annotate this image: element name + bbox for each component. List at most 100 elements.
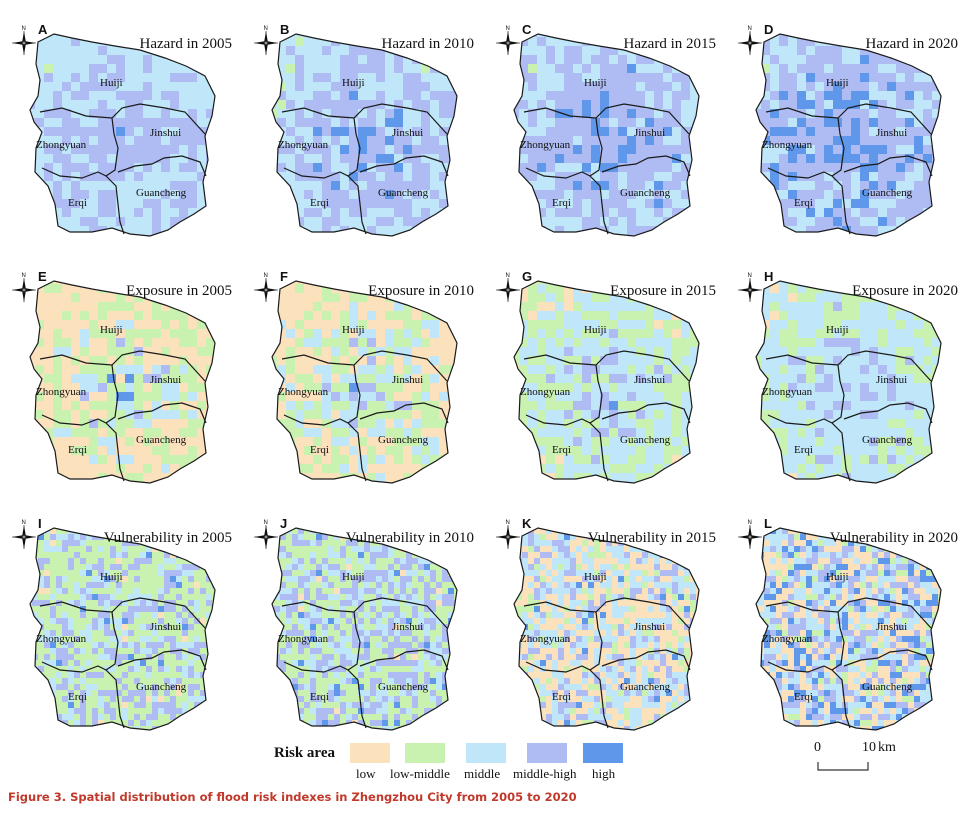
north-arrow-icon: N [738, 520, 762, 549]
map-panel-k: Huiji Jinshui Zhongyuan Guancheng Erqi N K Vuln… [484, 494, 726, 734]
district-label-guancheng: Guancheng [862, 434, 913, 446]
scale-bar-line [817, 762, 869, 771]
district-map: Huiji Jinshui Zhongyuan Guancheng Erqi [513, 527, 700, 731]
district-label-jinshui: Jinshui [634, 127, 665, 139]
north-label: N [748, 520, 752, 526]
map-panel-f: Huiji Jinshui Zhongyuan Guancheng Erqi N F Expo… [242, 247, 484, 487]
district-label-erqi: Erqi [552, 197, 571, 209]
district-label-zhongyuan: Zhongyuan [278, 633, 329, 645]
legend-swatch-low-middle [405, 743, 445, 763]
north-label: N [22, 26, 26, 32]
north-label: N [22, 520, 26, 526]
district-label-zhongyuan: Zhongyuan [520, 139, 571, 151]
panel-letter: C [522, 22, 532, 37]
legend-title: Risk area [274, 745, 335, 761]
district-label-zhongyuan: Zhongyuan [36, 139, 87, 151]
district-label-huiji: Huiji [342, 571, 365, 583]
district-label-guancheng: Guancheng [862, 187, 913, 199]
north-label: N [506, 520, 510, 526]
north-label: N [506, 26, 510, 32]
legend-swatch-low [350, 743, 390, 763]
district-label-huiji: Huiji [826, 571, 849, 583]
map-panel-e: Huiji Jinshui Zhongyuan Guancheng Erqi N E Expo… [0, 247, 242, 487]
district-label-guancheng: Guancheng [136, 187, 187, 199]
district-label-jinshui: Jinshui [876, 621, 907, 633]
map-panel-l: Huiji Jinshui Zhongyuan Guancheng Erqi N L Vuln… [726, 494, 968, 734]
panel-title: Hazard in 2020 [865, 36, 958, 52]
scale-bar-end: 10 [862, 740, 876, 755]
district-label-huiji: Huiji [584, 571, 607, 583]
district-label-jinshui: Jinshui [876, 127, 907, 139]
north-arrow-icon: N [738, 26, 762, 55]
district-map: Huiji Jinshui Zhongyuan Guancheng Erqi [755, 527, 942, 731]
district-label-zhongyuan: Zhongyuan [278, 386, 329, 398]
map-grid: Huiji Jinshui Zhongyuan Guancheng Erqi N A Haza… [0, 0, 968, 734]
panel-title: Exposure in 2020 [852, 283, 958, 299]
scale-bar-unit: km [878, 740, 896, 755]
panel-letter: I [38, 516, 42, 531]
map-panel-g: Huiji Jinshui Zhongyuan Guancheng Erqi N G Expo… [484, 247, 726, 487]
legend-swatch-high [583, 743, 623, 763]
district-label-erqi: Erqi [310, 197, 329, 209]
legend-label-middle: middle [464, 766, 501, 781]
north-arrow-icon: N [496, 26, 520, 55]
district-label-guancheng: Guancheng [862, 681, 913, 693]
panel-letter: H [764, 269, 774, 284]
district-label-guancheng: Guancheng [378, 187, 429, 199]
north-arrow-icon: N [496, 273, 520, 302]
district-map: Huiji Jinshui Zhongyuan Guancheng Erqi [271, 33, 458, 237]
panel-title: Exposure in 2005 [126, 283, 232, 299]
district-label-guancheng: Guancheng [378, 681, 429, 693]
district-label-zhongyuan: Zhongyuan [520, 633, 571, 645]
panel-title: Exposure in 2015 [610, 283, 716, 299]
district-label-jinshui: Jinshui [392, 621, 423, 633]
district-label-zhongyuan: Zhongyuan [762, 386, 813, 398]
district-label-guancheng: Guancheng [378, 434, 429, 446]
panel-letter: D [764, 22, 774, 37]
district-label-guancheng: Guancheng [136, 681, 187, 693]
north-arrow-icon: N [12, 273, 36, 302]
district-label-huiji: Huiji [826, 324, 849, 336]
district-label-huiji: Huiji [100, 324, 123, 336]
panel-letter: K [522, 516, 532, 531]
district-label-huiji: Huiji [584, 77, 607, 89]
district-map: Huiji Jinshui Zhongyuan Guancheng Erqi [755, 33, 942, 237]
panel-title: Vulnerability in 2005 [103, 530, 232, 546]
district-label-zhongyuan: Zhongyuan [762, 633, 813, 645]
panel-letter: A [38, 22, 48, 37]
legend-label-high: high [592, 766, 616, 781]
panel-title: Hazard in 2015 [623, 36, 716, 52]
district-label-erqi: Erqi [794, 691, 813, 703]
district-label-jinshui: Jinshui [634, 374, 665, 386]
district-label-erqi: Erqi [68, 444, 87, 456]
district-label-guancheng: Guancheng [620, 187, 671, 199]
panel-title: Hazard in 2005 [139, 36, 232, 52]
district-label-zhongyuan: Zhongyuan [36, 633, 87, 645]
district-map: Huiji Jinshui Zhongyuan Guancheng Erqi [29, 527, 216, 731]
district-label-huiji: Huiji [100, 571, 123, 583]
district-map: Huiji Jinshui Zhongyuan Guancheng Erqi [513, 280, 700, 484]
district-label-erqi: Erqi [310, 444, 329, 456]
panel-letter: F [280, 269, 288, 284]
panel-title: Exposure in 2010 [368, 283, 474, 299]
scale-bar: 0 10 km [808, 738, 918, 778]
scale-bar-start: 0 [814, 740, 821, 755]
north-arrow-icon: N [496, 520, 520, 549]
map-panel-b: Huiji Jinshui Zhongyuan Guancheng Erqi N B Haza… [242, 0, 484, 240]
district-map: Huiji Jinshui Zhongyuan Guancheng Erqi [271, 280, 458, 484]
district-label-zhongyuan: Zhongyuan [36, 386, 87, 398]
district-label-erqi: Erqi [552, 444, 571, 456]
legend: Risk area low low-middle middle middle-h… [0, 738, 968, 781]
north-label: N [748, 26, 752, 32]
legend-swatch-middle [466, 743, 506, 763]
north-label: N [264, 520, 268, 526]
district-label-huiji: Huiji [342, 77, 365, 89]
district-label-jinshui: Jinshui [150, 374, 181, 386]
panel-title: Vulnerability in 2015 [587, 530, 716, 546]
district-map: Huiji Jinshui Zhongyuan Guancheng Erqi [513, 33, 700, 237]
legend-label-middle-high: middle-high [513, 766, 577, 781]
panel-letter: B [280, 22, 290, 37]
map-panel-c: Huiji Jinshui Zhongyuan Guancheng Erqi N C Haza… [484, 0, 726, 240]
panel-letter: G [522, 269, 533, 284]
district-label-huiji: Huiji [826, 77, 849, 89]
